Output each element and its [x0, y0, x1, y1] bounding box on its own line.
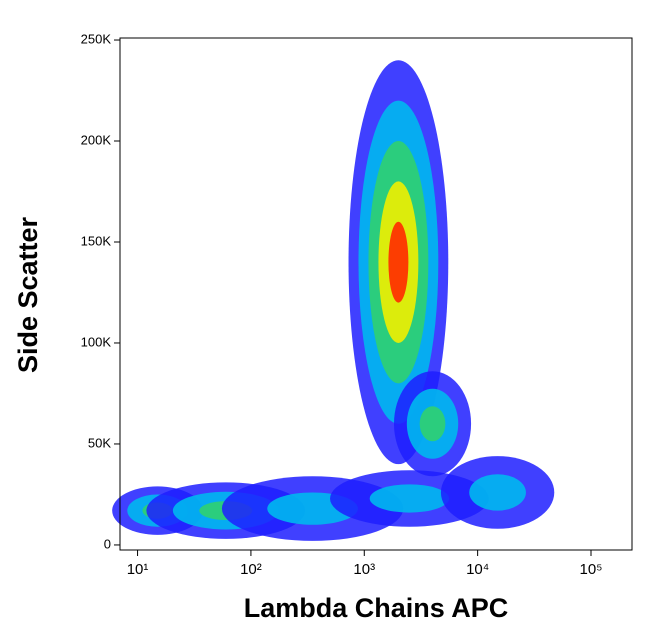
x-tick-label: 10⁴ [466, 561, 489, 578]
x-tick-label: 10² [240, 561, 262, 578]
y-tick-label: 100K [81, 334, 112, 349]
density-level [419, 406, 446, 442]
y-tick-label: 0 [104, 536, 111, 551]
x-tick-label: 10⁵ [580, 561, 603, 578]
x-tick-label: 10³ [353, 561, 375, 578]
plot-area [112, 60, 555, 541]
y-tick-label: 250K [81, 31, 112, 46]
y-tick-label: 50K [88, 435, 111, 450]
x-tick-label: 10¹ [127, 561, 149, 578]
density-level [388, 221, 409, 303]
density-level [469, 474, 526, 511]
y-tick-label: 150K [81, 233, 112, 248]
plot-frame [119, 37, 633, 551]
y-tick-label: 200K [81, 132, 112, 147]
x-axis-title: Lambda Chains APC [244, 593, 509, 623]
density-level [369, 484, 450, 513]
y-axis-title: Side Scatter [13, 216, 43, 373]
